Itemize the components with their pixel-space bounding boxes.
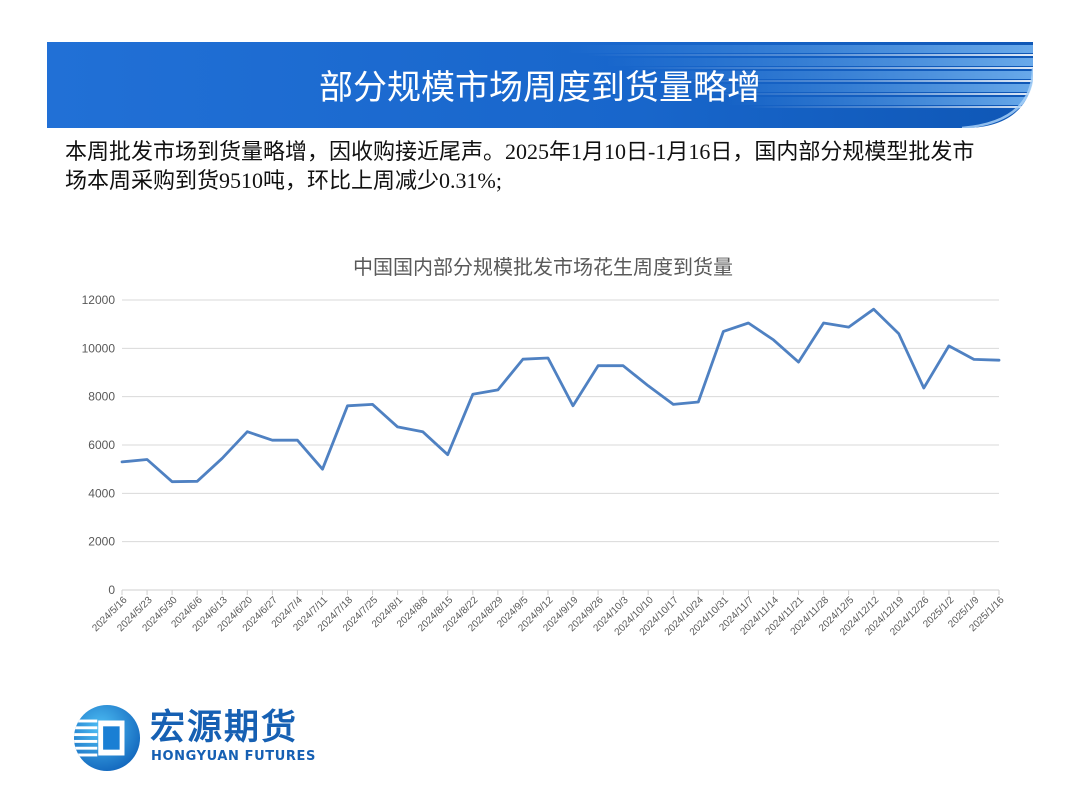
- data-point: [495, 387, 500, 392]
- data-point: [621, 363, 626, 368]
- data-point: [921, 386, 926, 391]
- data-point: [971, 357, 976, 362]
- data-point: [370, 402, 375, 407]
- data-point: [195, 479, 200, 484]
- y-tick-label: 6000: [88, 438, 115, 452]
- summary-line: 本周批发市场到货量略增，因收购接近尾声。2025年1月10日-1月16日，国内部…: [65, 139, 975, 164]
- data-point: [646, 383, 651, 388]
- chart-title: 中国国内部分规模批发市场花生周度到货量: [353, 255, 733, 279]
- logo-emblem-icon: [73, 704, 141, 772]
- data-point: [470, 392, 475, 397]
- data-point: [596, 363, 601, 368]
- chart-panel: 0 2000 4000 6000 8000 10000 12000 2024/5/16 202…: [60, 250, 1020, 650]
- data-point: [846, 325, 851, 330]
- data-point: [320, 467, 325, 472]
- data-point: [896, 331, 901, 336]
- y-tick-label: 0: [108, 583, 115, 597]
- series-line: [120, 307, 1001, 484]
- data-point: [245, 429, 250, 434]
- line-chart: 0 2000 4000 6000 8000 10000 12000 2024/5/16202…: [82, 293, 1007, 638]
- data-point: [771, 337, 776, 342]
- data-point: [145, 457, 150, 462]
- y-tick-label: 4000: [88, 486, 115, 500]
- y-tick-label: 10000: [82, 341, 116, 355]
- data-point: [696, 400, 701, 405]
- data-point: [345, 403, 350, 408]
- header-banner: 部分规模市场周度到货量略增: [47, 42, 1033, 128]
- logo-name-cn: 宏源期货: [150, 708, 299, 748]
- data-point: [946, 343, 951, 348]
- data-point: [520, 357, 525, 362]
- summary-paragraph: 本周批发市场到货量略增，因收购接近尾声。2025年1月10日-1月16日，国内部…: [65, 137, 974, 195]
- data-point: [746, 321, 751, 326]
- data-point: [420, 429, 425, 434]
- y-tick-label: 8000: [88, 390, 115, 404]
- x-axis: [121, 589, 1000, 595]
- data-point: [170, 479, 175, 484]
- data-point: [997, 358, 1002, 363]
- summary-line: 场本周采购到货9510吨，环比上周减少0.31%;: [65, 168, 502, 193]
- y-axis-labels: 0 2000 4000 6000 8000 10000 12000: [82, 293, 116, 597]
- data-point: [546, 356, 551, 361]
- gridlines: [122, 299, 999, 543]
- series-group: [120, 307, 1002, 484]
- data-point: [395, 424, 400, 429]
- data-point: [871, 307, 876, 312]
- data-point: [571, 403, 576, 408]
- data-point: [295, 438, 300, 443]
- slide-title: 部分规模市场周度到货量略增: [319, 68, 761, 108]
- y-tick-label: 12000: [82, 293, 116, 307]
- company-logo: 宏源期货 HONGYUAN FUTURES: [73, 704, 323, 774]
- data-point: [821, 321, 826, 326]
- data-point: [120, 459, 125, 464]
- header-banner-graphic: [47, 42, 1033, 128]
- data-point: [270, 438, 275, 443]
- data-point: [671, 402, 676, 407]
- data-point: [796, 360, 801, 365]
- data-point: [220, 456, 225, 461]
- data-point: [445, 452, 450, 457]
- data-point: [721, 329, 726, 334]
- logo-name-en: HONGYUAN FUTURES: [151, 749, 316, 764]
- y-tick-label: 2000: [88, 535, 115, 549]
- x-axis-labels: 2024/5/162024/5/232024/5/302024/6/62024/…: [90, 595, 1007, 638]
